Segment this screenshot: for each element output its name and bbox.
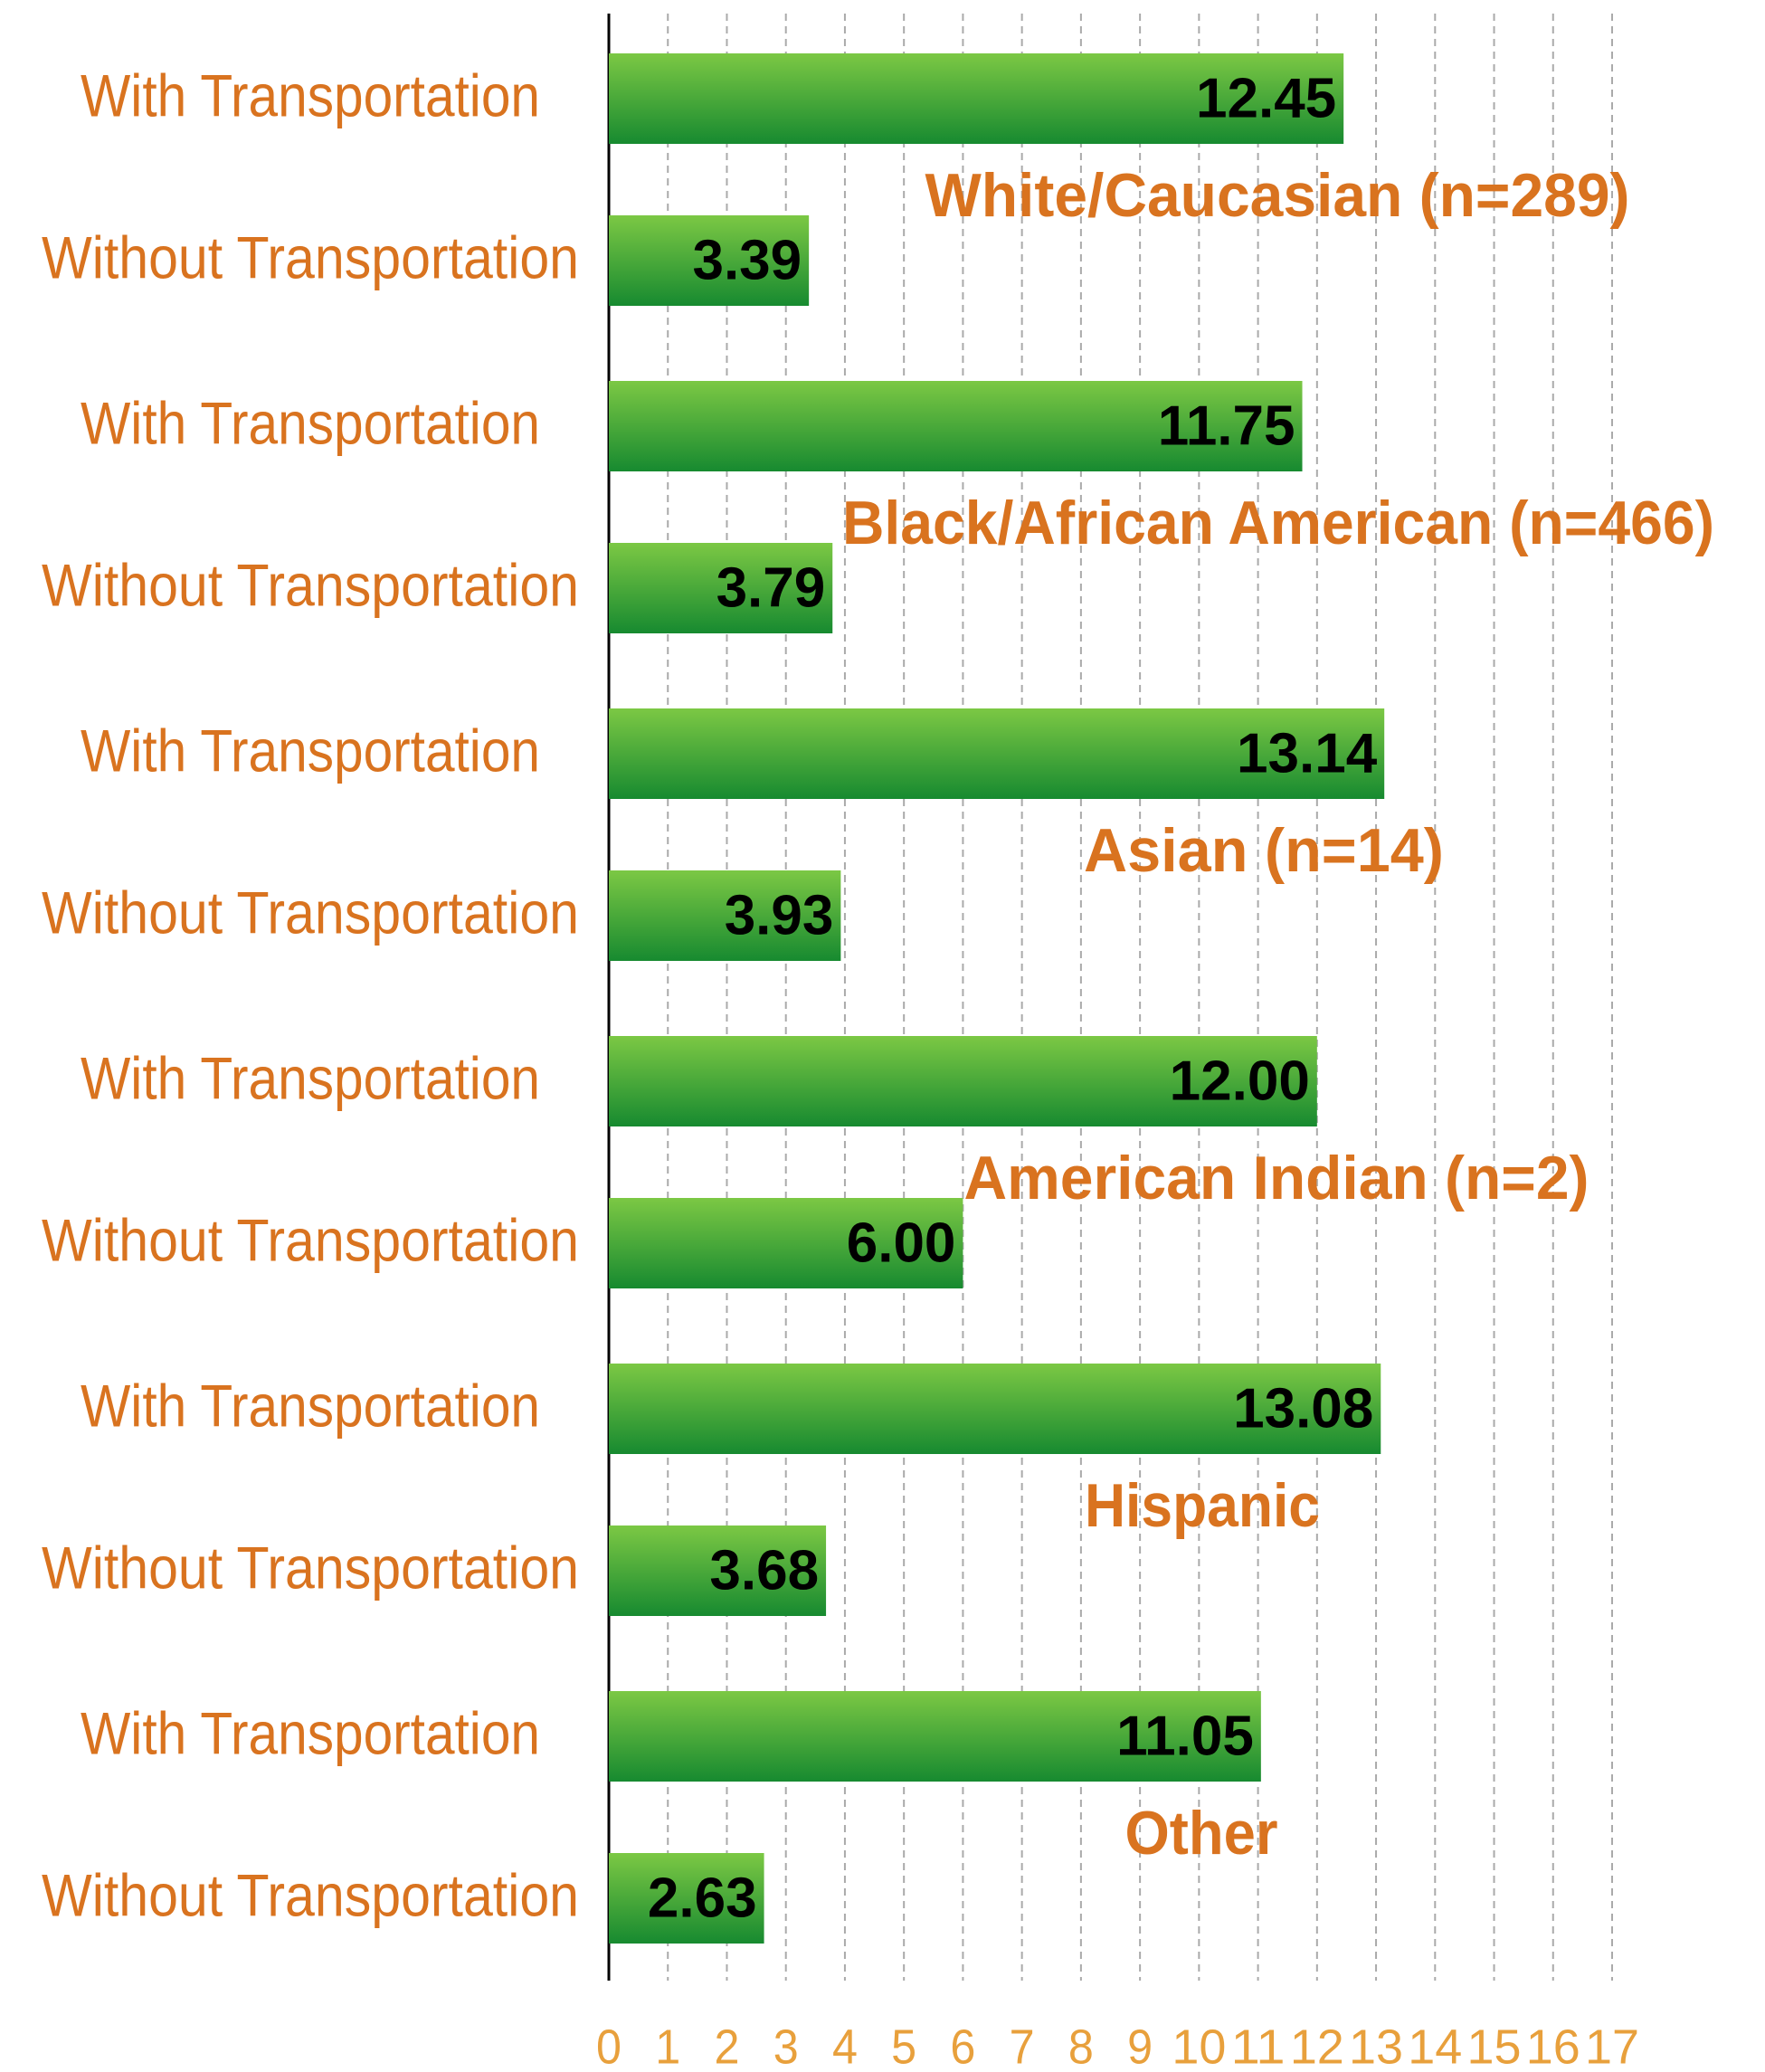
category-label: Without Transportation <box>42 1861 579 1928</box>
category-label: With Transportation <box>81 389 540 456</box>
bar <box>609 870 841 961</box>
value-label: 11.75 <box>1158 394 1295 457</box>
category-label: With Transportation <box>81 717 540 784</box>
group-label: Hispanic <box>1085 1471 1320 1540</box>
bar <box>609 1036 1317 1126</box>
group-label: American Indian (n=2) <box>964 1144 1589 1212</box>
x-tick-label: 0 <box>596 2020 622 2072</box>
bar <box>609 1364 1381 1454</box>
x-tick-label: 12 <box>1290 2020 1344 2072</box>
bar <box>609 53 1344 144</box>
value-label: 3.93 <box>725 884 834 946</box>
bar <box>609 1691 1261 1782</box>
x-tick-label: 3 <box>773 2020 799 2072</box>
category-label: With Transportation <box>81 1372 540 1439</box>
bar <box>609 708 1385 799</box>
value-label: 3.39 <box>692 229 802 291</box>
category-label: With Transportation <box>81 1044 540 1111</box>
group-label: White/Caucasian (n=289) <box>925 161 1630 230</box>
x-tick-label: 17 <box>1585 2020 1639 2072</box>
category-label: With Transportation <box>81 1699 540 1766</box>
category-label: Without Transportation <box>42 551 579 618</box>
value-label: 13.14 <box>1237 722 1378 784</box>
x-tick-label: 9 <box>1127 2020 1153 2072</box>
category-label: Without Transportation <box>42 223 579 290</box>
x-tick-label: 10 <box>1172 2020 1226 2072</box>
x-tick-label: 14 <box>1408 2020 1462 2072</box>
value-label: 6.00 <box>847 1212 956 1274</box>
value-label: 11.05 <box>1116 1705 1254 1767</box>
group-label: Asian (n=14) <box>1084 816 1444 885</box>
bar <box>609 381 1303 471</box>
value-label: 2.63 <box>648 1867 757 1929</box>
x-tick-label: 8 <box>1068 2020 1094 2072</box>
x-tick-label: 13 <box>1349 2020 1403 2072</box>
bar <box>609 1525 827 1616</box>
x-tick-label: 1 <box>655 2020 680 2072</box>
x-tick-label: 16 <box>1526 2020 1580 2072</box>
x-tick-label: 11 <box>1231 2020 1286 2072</box>
value-label: 12.45 <box>1196 67 1336 129</box>
category-label: Without Transportation <box>42 1534 579 1601</box>
value-label: 13.08 <box>1233 1377 1373 1440</box>
value-label: 3.68 <box>709 1539 819 1602</box>
x-tick-label: 4 <box>832 2020 858 2072</box>
bar <box>609 1853 764 1944</box>
x-tick-label: 15 <box>1467 2020 1522 2072</box>
group-label: Black/African American (n=466) <box>842 489 1714 557</box>
bar <box>609 1198 963 1288</box>
x-tick-label: 6 <box>950 2020 975 2072</box>
x-tick-label: 2 <box>714 2020 739 2072</box>
x-tick-label: 5 <box>891 2020 916 2072</box>
value-label: 12.00 <box>1170 1050 1310 1112</box>
category-label: Without Transportation <box>42 879 579 946</box>
category-label: With Transportation <box>81 62 540 128</box>
x-tick-label: 7 <box>1010 2020 1035 2072</box>
bar <box>609 215 810 306</box>
value-label: 3.79 <box>716 556 826 619</box>
bar <box>609 543 833 633</box>
category-label: Without Transportation <box>42 1206 579 1273</box>
group-label: Other <box>1125 1799 1278 1868</box>
